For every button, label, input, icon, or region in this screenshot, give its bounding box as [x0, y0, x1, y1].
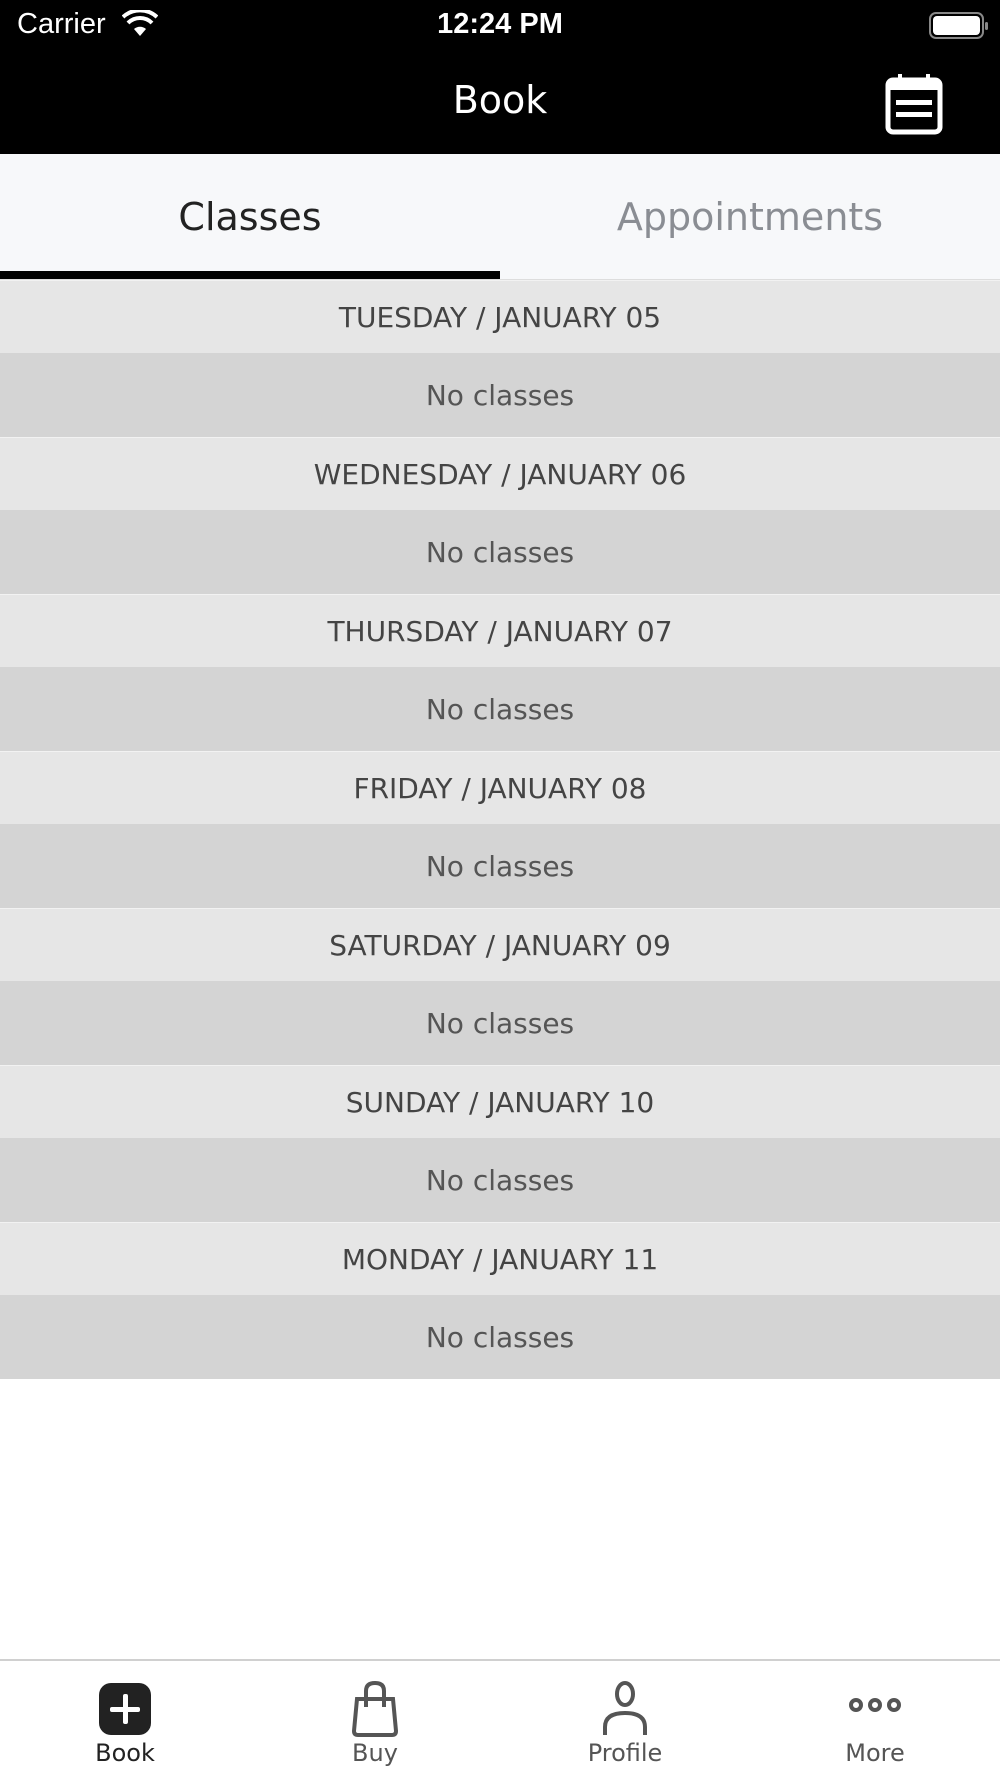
shopping-bag-icon	[351, 1681, 399, 1737]
tabbar-item-more[interactable]: More	[750, 1661, 1000, 1778]
class-schedule-list: TUESDAY / JANUARY 05 No classes WEDNESDAY …	[0, 280, 1000, 1379]
tabbar-item-profile[interactable]: Profile	[500, 1661, 750, 1778]
tabbar-label: Book	[95, 1739, 155, 1767]
status-bar: Carrier 12:24 PM	[0, 0, 1000, 62]
day-header: TUESDAY / JANUARY 05	[0, 280, 1000, 353]
tab-classes[interactable]: Classes	[178, 195, 322, 239]
day-header: WEDNESDAY / JANUARY 06	[0, 437, 1000, 510]
battery-icon	[929, 12, 988, 39]
tabbar-label: Buy	[352, 1739, 398, 1767]
page-title: Book	[452, 78, 548, 122]
day-header: MONDAY / JANUARY 11	[0, 1222, 1000, 1295]
more-dots-icon	[849, 1698, 901, 1712]
carrier-label: Carrier	[17, 8, 106, 40]
bottom-tab-bar: Book Buy Profile More	[0, 1659, 1000, 1778]
no-classes-row: No classes	[0, 667, 1000, 751]
plus-square-icon	[99, 1683, 151, 1735]
tabbar-label: Profile	[587, 1739, 663, 1767]
day-header: FRIDAY / JANUARY 08	[0, 751, 1000, 824]
no-classes-row: No classes	[0, 510, 1000, 594]
no-classes-row: No classes	[0, 353, 1000, 437]
segment-tabs: Classes Appointments	[0, 154, 1000, 280]
tabbar-item-book[interactable]: Book	[0, 1661, 250, 1778]
calendar-list-icon[interactable]	[884, 72, 944, 136]
no-classes-row: No classes	[0, 981, 1000, 1065]
active-tab-indicator	[0, 271, 500, 279]
no-classes-row: No classes	[0, 1138, 1000, 1222]
tabbar-item-buy[interactable]: Buy	[250, 1661, 500, 1778]
day-header: SATURDAY / JANUARY 09	[0, 908, 1000, 981]
clock: 12:24 PM	[437, 8, 563, 40]
nav-header: Book	[0, 62, 1000, 154]
wifi-icon	[122, 10, 158, 36]
tabbar-label: More	[845, 1739, 905, 1767]
person-icon	[603, 1681, 647, 1735]
no-classes-row: No classes	[0, 824, 1000, 908]
no-classes-row: No classes	[0, 1295, 1000, 1379]
tab-appointments[interactable]: Appointments	[616, 195, 884, 239]
day-header: THURSDAY / JANUARY 07	[0, 594, 1000, 667]
day-header: SUNDAY / JANUARY 10	[0, 1065, 1000, 1138]
